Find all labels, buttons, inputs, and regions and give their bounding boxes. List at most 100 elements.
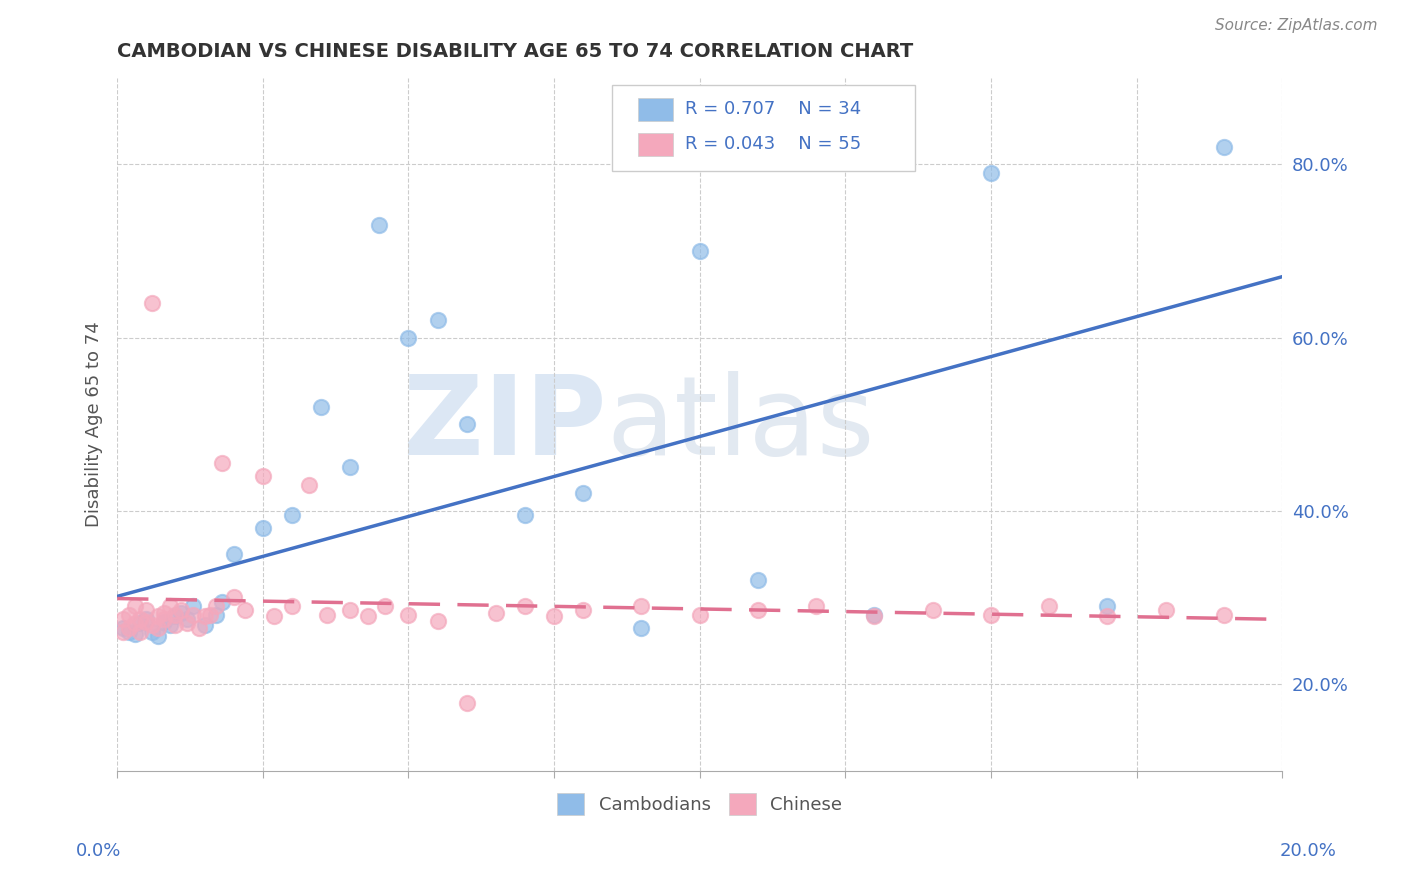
Point xyxy=(368,218,391,232)
Point xyxy=(222,591,245,605)
Point xyxy=(211,456,233,470)
Point xyxy=(1038,599,1060,613)
Point xyxy=(111,625,134,640)
Point xyxy=(572,603,595,617)
Point xyxy=(374,599,396,613)
Point xyxy=(200,607,222,622)
Text: 20.0%: 20.0% xyxy=(1279,842,1336,860)
Point xyxy=(357,609,380,624)
Point xyxy=(747,573,769,587)
Text: CAMBODIAN VS CHINESE DISABILITY AGE 65 TO 74 CORRELATION CHART: CAMBODIAN VS CHINESE DISABILITY AGE 65 T… xyxy=(117,42,914,61)
Point xyxy=(233,603,256,617)
Point xyxy=(181,607,204,622)
Point xyxy=(863,607,886,622)
Point xyxy=(135,612,157,626)
Point xyxy=(398,330,420,344)
Text: R = 0.707    N = 34: R = 0.707 N = 34 xyxy=(685,101,860,119)
Point xyxy=(921,603,943,617)
Point xyxy=(543,609,565,624)
Point xyxy=(252,521,274,535)
Point xyxy=(1213,607,1236,622)
Point xyxy=(980,607,1002,622)
Point xyxy=(1154,603,1177,617)
FancyBboxPatch shape xyxy=(638,98,673,121)
Point xyxy=(165,618,187,632)
Point xyxy=(398,607,420,622)
Point xyxy=(485,606,508,620)
Point xyxy=(118,607,141,622)
Point xyxy=(1213,140,1236,154)
Point xyxy=(263,609,285,624)
Point xyxy=(339,603,361,617)
Legend: Cambodians, Chinese: Cambodians, Chinese xyxy=(548,784,851,824)
Point xyxy=(129,625,152,640)
Point xyxy=(176,612,198,626)
Point xyxy=(456,696,478,710)
Point xyxy=(135,615,157,629)
Point xyxy=(152,606,174,620)
Point xyxy=(152,612,174,626)
Point xyxy=(141,618,163,632)
Point xyxy=(152,615,174,629)
Point xyxy=(689,607,711,622)
Point xyxy=(863,609,886,624)
Text: atlas: atlas xyxy=(606,371,875,477)
Point xyxy=(159,618,181,632)
Point xyxy=(141,625,163,640)
Text: R = 0.043    N = 55: R = 0.043 N = 55 xyxy=(685,135,860,153)
Point xyxy=(747,603,769,617)
Point xyxy=(129,616,152,631)
FancyBboxPatch shape xyxy=(638,133,673,156)
Point xyxy=(298,477,321,491)
Text: Source: ZipAtlas.com: Source: ZipAtlas.com xyxy=(1215,18,1378,33)
Point xyxy=(630,621,652,635)
Text: 0.0%: 0.0% xyxy=(76,842,121,860)
Point xyxy=(111,621,134,635)
Point xyxy=(170,603,193,617)
Point xyxy=(572,486,595,500)
Point xyxy=(170,606,193,620)
Point xyxy=(111,612,134,626)
Point xyxy=(426,614,449,628)
Point xyxy=(281,508,304,522)
Point xyxy=(193,609,215,624)
Point xyxy=(315,607,337,622)
Point xyxy=(165,607,187,622)
Point xyxy=(252,469,274,483)
Point xyxy=(205,607,228,622)
Point xyxy=(159,599,181,613)
Point xyxy=(146,609,169,624)
Point xyxy=(630,599,652,613)
Point xyxy=(135,603,157,617)
Point xyxy=(124,599,146,613)
Point xyxy=(165,609,187,624)
Point xyxy=(124,616,146,631)
Point xyxy=(187,621,209,635)
Point xyxy=(1097,599,1119,613)
Point xyxy=(281,599,304,613)
Point xyxy=(193,618,215,632)
Point xyxy=(513,599,536,613)
Point xyxy=(205,599,228,613)
Point xyxy=(129,612,152,626)
Point xyxy=(181,599,204,613)
Point xyxy=(513,508,536,522)
Point xyxy=(689,244,711,258)
Point xyxy=(176,616,198,631)
Point xyxy=(456,417,478,431)
Point xyxy=(806,599,828,613)
Y-axis label: Disability Age 65 to 74: Disability Age 65 to 74 xyxy=(86,321,103,527)
Point xyxy=(124,627,146,641)
Point xyxy=(118,621,141,635)
Point xyxy=(1097,609,1119,624)
Point xyxy=(118,625,141,640)
Point xyxy=(211,595,233,609)
Point xyxy=(980,166,1002,180)
Point xyxy=(141,296,163,310)
Point xyxy=(146,621,169,635)
Point xyxy=(146,629,169,643)
Point xyxy=(339,460,361,475)
Text: ZIP: ZIP xyxy=(404,371,606,477)
Point xyxy=(426,313,449,327)
Point xyxy=(222,547,245,561)
